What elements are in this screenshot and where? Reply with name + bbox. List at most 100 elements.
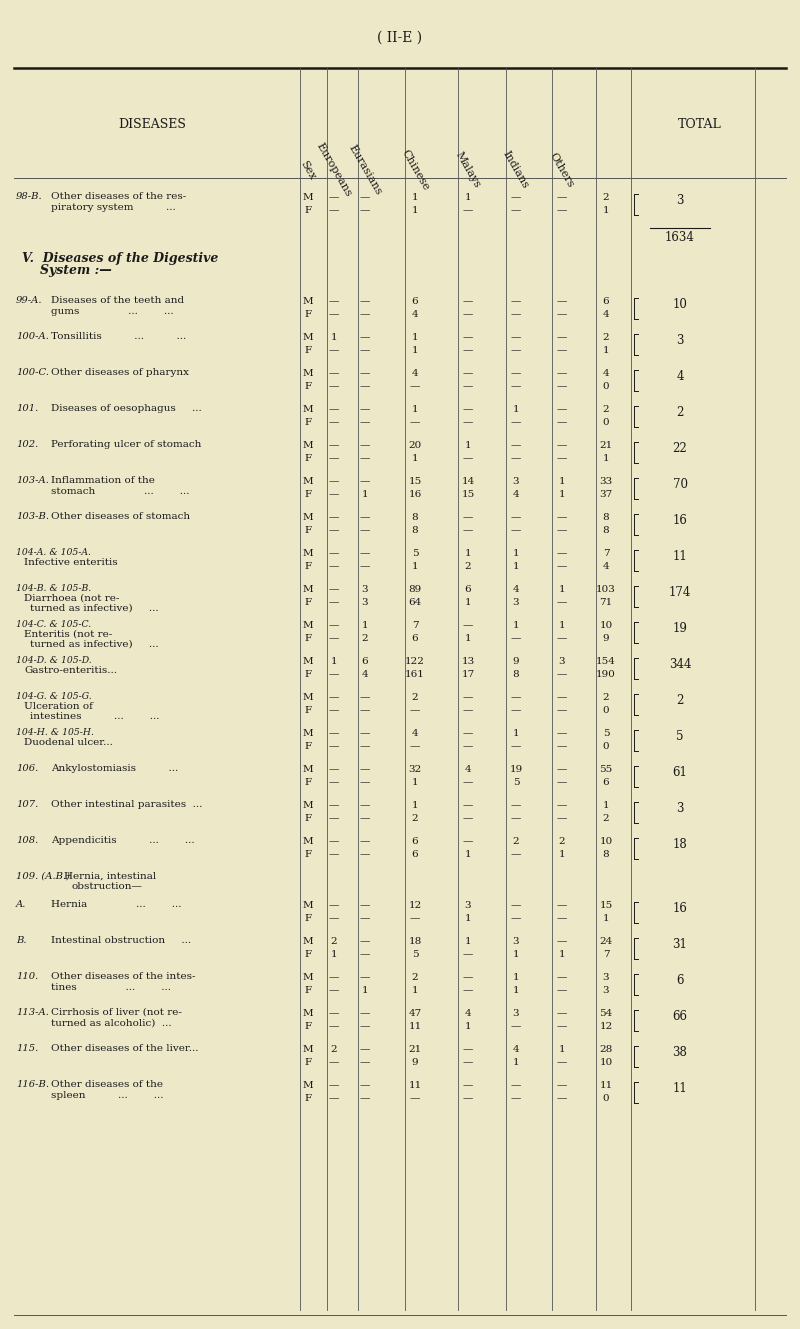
Text: 0: 0 [602,706,610,715]
Text: 1: 1 [412,777,418,787]
Text: —: — [557,914,567,924]
Text: —: — [511,914,521,924]
Text: 1: 1 [465,851,471,859]
Text: —: — [511,634,521,643]
Text: —: — [463,706,473,715]
Text: Other diseases of the: Other diseases of the [51,1080,163,1088]
Text: F: F [305,742,311,751]
Text: —: — [360,206,370,215]
Text: Infective enteritis: Infective enteritis [24,558,118,567]
Text: 1: 1 [412,455,418,462]
Text: —: — [360,692,370,702]
Text: 16: 16 [673,902,687,916]
Text: 4: 4 [602,310,610,319]
Text: V.  Diseases of the Digestive: V. Diseases of the Digestive [22,253,218,264]
Text: —: — [511,193,521,202]
Text: 4: 4 [513,490,519,498]
Text: —: — [360,549,370,558]
Text: F: F [305,490,311,498]
Text: —: — [557,296,567,306]
Text: —: — [463,381,473,391]
Text: —: — [511,369,521,377]
Text: 104-C. & 105-C.: 104-C. & 105-C. [16,621,91,629]
Text: 15: 15 [599,901,613,910]
Text: —: — [463,692,473,702]
Text: —: — [329,206,339,215]
Text: 104-B. & 105-B.: 104-B. & 105-B. [16,583,91,593]
Text: 104-G. & 105-G.: 104-G. & 105-G. [16,692,92,700]
Text: ( II-E ): ( II-E ) [378,31,422,45]
Text: M: M [302,296,314,306]
Text: 98-B.: 98-B. [16,191,42,201]
Text: 106.: 106. [16,764,38,773]
Text: 10: 10 [599,621,613,630]
Text: 1: 1 [602,206,610,215]
Text: —: — [511,526,521,536]
Text: 15: 15 [408,477,422,486]
Text: F: F [305,310,311,319]
Text: —: — [329,490,339,498]
Text: Other intestinal parasites  ...: Other intestinal parasites ... [51,800,202,809]
Text: 115.: 115. [16,1045,38,1053]
Text: —: — [557,369,567,377]
Text: —: — [557,801,567,809]
Text: 2: 2 [513,837,519,847]
Text: —: — [557,937,567,946]
Text: —: — [463,813,473,823]
Text: 5: 5 [513,777,519,787]
Text: M: M [302,730,314,738]
Text: —: — [557,405,567,415]
Text: —: — [511,455,521,462]
Text: 2: 2 [602,692,610,702]
Text: 3: 3 [602,973,610,982]
Text: —: — [329,419,339,427]
Text: Other diseases of the liver...: Other diseases of the liver... [51,1045,198,1053]
Text: 2: 2 [330,1045,338,1054]
Text: —: — [360,441,370,451]
Text: 1: 1 [412,801,418,809]
Text: —: — [329,813,339,823]
Text: M: M [302,973,314,982]
Text: —: — [360,901,370,910]
Text: —: — [360,973,370,982]
Text: 174: 174 [669,586,691,599]
Text: —: — [511,742,521,751]
Text: Diseases of oesophagus     ...: Diseases of oesophagus ... [51,404,202,413]
Text: 2: 2 [412,973,418,982]
Text: F: F [305,1094,311,1103]
Text: 1: 1 [558,851,566,859]
Text: 107.: 107. [16,800,38,809]
Text: —: — [463,730,473,738]
Text: 61: 61 [673,767,687,780]
Text: —: — [360,813,370,823]
Text: —: — [329,851,339,859]
Text: 31: 31 [673,938,687,952]
Text: F: F [305,914,311,924]
Text: 22: 22 [673,443,687,456]
Text: F: F [305,562,311,571]
Text: 0: 0 [602,1094,610,1103]
Text: 1: 1 [412,346,418,355]
Text: —: — [511,692,521,702]
Text: Other diseases of the intes-: Other diseases of the intes- [51,971,195,981]
Text: M: M [302,585,314,594]
Text: 3: 3 [513,477,519,486]
Text: —: — [329,598,339,607]
Text: M: M [302,477,314,486]
Text: 103: 103 [596,585,616,594]
Text: F: F [305,670,311,679]
Text: —: — [463,801,473,809]
Text: —: — [360,766,370,773]
Text: —: — [557,419,567,427]
Text: 344: 344 [669,658,691,671]
Text: —: — [557,813,567,823]
Text: 1: 1 [558,585,566,594]
Text: 6: 6 [412,296,418,306]
Text: —: — [329,193,339,202]
Text: —: — [557,766,567,773]
Text: 5: 5 [602,730,610,738]
Text: stomach               ...        ...: stomach ... ... [51,486,190,496]
Text: —: — [463,1045,473,1054]
Text: 11: 11 [599,1080,613,1090]
Text: 8: 8 [412,526,418,536]
